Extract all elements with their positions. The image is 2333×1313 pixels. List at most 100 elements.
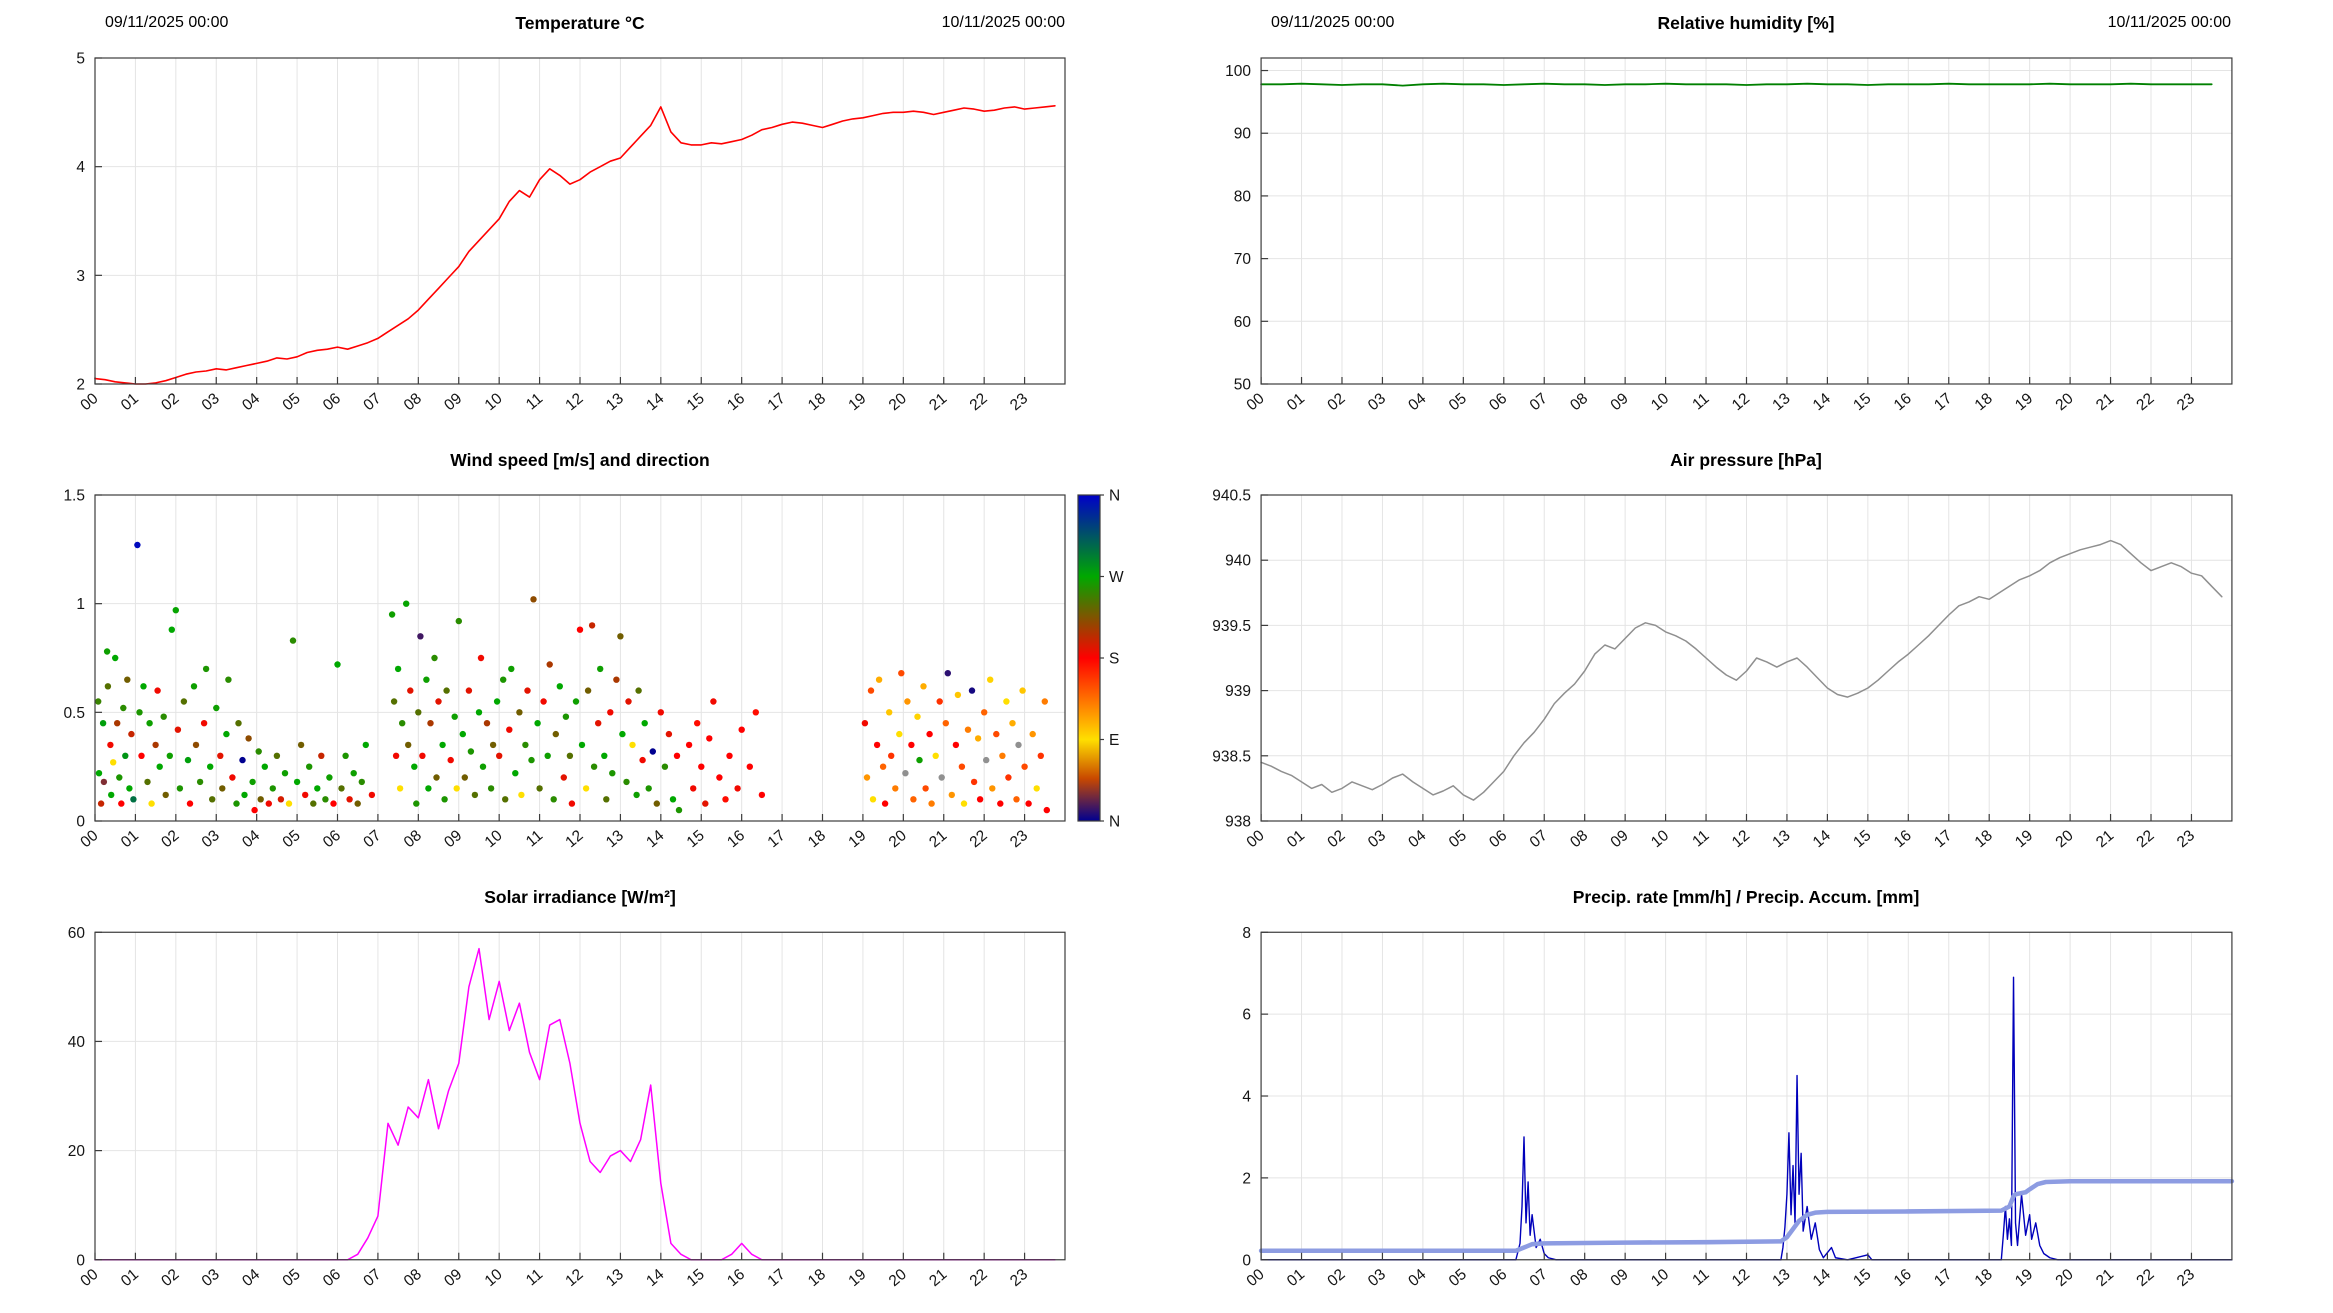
svg-text:02: 02: [158, 1266, 182, 1290]
svg-text:11: 11: [1689, 1266, 1712, 1289]
svg-text:22: 22: [967, 390, 991, 414]
svg-text:13: 13: [603, 390, 627, 414]
x-axis-start-date: 09/11/2025 00:00: [105, 14, 229, 31]
svg-text:01: 01: [1284, 390, 1308, 414]
chart-title-temperature: Temperature °C: [515, 13, 645, 33]
svg-text:07: 07: [1527, 1266, 1551, 1290]
svg-text:50: 50: [1234, 377, 1252, 394]
svg-text:08: 08: [1567, 390, 1591, 414]
svg-text:16: 16: [1891, 827, 1915, 851]
svg-text:07: 07: [1527, 390, 1551, 414]
svg-text:06: 06: [1486, 1266, 1510, 1290]
svg-text:03: 03: [1365, 827, 1389, 851]
svg-text:939: 939: [1225, 683, 1251, 700]
svg-text:14: 14: [643, 1266, 667, 1290]
svg-text:08: 08: [401, 827, 425, 851]
svg-text:07: 07: [360, 390, 384, 414]
svg-text:5: 5: [76, 51, 85, 68]
svg-text:15: 15: [1850, 1266, 1874, 1290]
svg-text:21: 21: [2093, 827, 2117, 851]
svg-text:05: 05: [1446, 1266, 1470, 1290]
svg-text:0: 0: [76, 814, 85, 831]
svg-text:01: 01: [1284, 827, 1308, 851]
svg-text:20: 20: [886, 827, 910, 851]
chart-title-precipitation: Precip. rate [mm/h] / Precip. Accum. [mm…: [1572, 887, 1920, 907]
panel-temperature: 09/11/2025 00:00 Temperature °C 10/11/20…: [0, 0, 1166, 437]
svg-text:16: 16: [1891, 390, 1915, 414]
svg-text:11: 11: [523, 1266, 546, 1289]
svg-text:S: S: [1109, 651, 1119, 668]
svg-text:21: 21: [926, 1266, 950, 1290]
svg-text:8: 8: [1242, 925, 1251, 942]
wind-header: Wind speed [m/s] and direction: [95, 450, 1065, 474]
svg-text:23: 23: [1007, 1266, 1031, 1290]
panel-pressure: Air pressure [hPa] 00 01 02 03 04 05 06 07 08 09 1…: [1166, 437, 2333, 874]
svg-text:0: 0: [1242, 1252, 1251, 1269]
svg-text:05: 05: [1446, 827, 1470, 851]
svg-text:13: 13: [603, 827, 627, 851]
svg-text:01: 01: [118, 1266, 142, 1290]
svg-text:19: 19: [845, 390, 869, 414]
svg-text:N: N: [1109, 488, 1120, 505]
svg-text:02: 02: [158, 390, 182, 414]
svg-text:03: 03: [199, 827, 223, 851]
svg-text:15: 15: [1850, 827, 1874, 851]
svg-text:W: W: [1109, 569, 1124, 586]
svg-text:17: 17: [765, 827, 789, 851]
panel-wind: Wind speed [m/s] and direction 00 01 02 03 0…: [0, 437, 1166, 874]
svg-text:16: 16: [724, 1266, 748, 1290]
svg-text:22: 22: [2133, 390, 2157, 414]
svg-text:16: 16: [724, 390, 748, 414]
panel-solar: Solar irradiance [W/m²] 00 01 02 03 04 05 06 07…: [0, 874, 1166, 1313]
svg-text:19: 19: [2012, 827, 2036, 851]
svg-text:10: 10: [482, 390, 506, 414]
svg-text:06: 06: [320, 390, 344, 414]
svg-text:13: 13: [1769, 1266, 1793, 1290]
svg-text:23: 23: [1007, 827, 1031, 851]
svg-text:02: 02: [1324, 827, 1348, 851]
svg-text:18: 18: [1972, 390, 1996, 414]
svg-text:10: 10: [1648, 1266, 1672, 1290]
solar-plot: 00 01 02 03 04 05 06 07 08 09 10 11 12 13 14 15 16 17 18 19…: [68, 925, 1066, 1290]
chart-title-solar: Solar irradiance [W/m²]: [484, 887, 676, 907]
svg-text:09: 09: [1608, 1266, 1632, 1290]
svg-text:14: 14: [643, 390, 667, 414]
svg-text:19: 19: [2012, 1266, 2036, 1290]
panel-precipitation: Precip. rate [mm/h] / Precip. Accum. [mm…: [1166, 874, 2333, 1313]
svg-text:18: 18: [1972, 827, 1996, 851]
svg-text:01: 01: [1284, 1266, 1308, 1290]
chart-title-wind: Wind speed [m/s] and direction: [450, 450, 710, 470]
svg-text:12: 12: [1729, 1266, 1753, 1290]
svg-text:02: 02: [1324, 390, 1348, 414]
svg-text:06: 06: [320, 827, 344, 851]
svg-text:02: 02: [1324, 1266, 1348, 1290]
svg-text:20: 20: [68, 1143, 86, 1160]
svg-text:17: 17: [765, 390, 789, 414]
svg-text:04: 04: [239, 1266, 263, 1290]
svg-text:01: 01: [118, 390, 142, 414]
svg-text:12: 12: [562, 390, 586, 414]
svg-text:21: 21: [2093, 1266, 2117, 1290]
svg-text:23: 23: [2174, 827, 2198, 851]
svg-text:60: 60: [1234, 314, 1252, 331]
svg-text:14: 14: [1810, 390, 1834, 414]
svg-text:22: 22: [967, 827, 991, 851]
svg-text:E: E: [1109, 732, 1119, 749]
svg-text:1.5: 1.5: [63, 488, 85, 505]
svg-text:11: 11: [523, 390, 546, 413]
svg-text:08: 08: [1567, 1266, 1591, 1290]
svg-text:07: 07: [360, 827, 384, 851]
svg-text:940.5: 940.5: [1212, 488, 1251, 505]
svg-text:19: 19: [2012, 390, 2036, 414]
svg-text:15: 15: [1850, 390, 1874, 414]
svg-text:07: 07: [360, 1266, 384, 1290]
svg-text:05: 05: [280, 1266, 304, 1290]
svg-text:16: 16: [1891, 1266, 1915, 1290]
svg-text:10: 10: [482, 1266, 506, 1290]
svg-text:09: 09: [1608, 390, 1632, 414]
svg-text:14: 14: [1810, 1266, 1834, 1290]
svg-text:03: 03: [199, 1266, 223, 1290]
svg-text:19: 19: [845, 827, 869, 851]
svg-text:940: 940: [1225, 553, 1251, 570]
svg-text:22: 22: [2133, 1266, 2157, 1290]
